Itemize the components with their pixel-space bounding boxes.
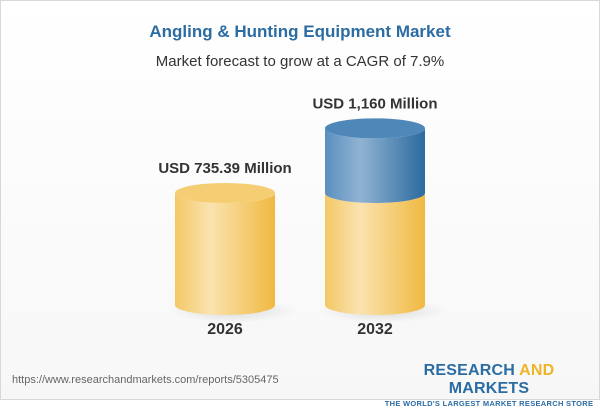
category-label-2032: 2032 <box>357 321 393 338</box>
cylinder-base-segment-2032 <box>325 193 425 315</box>
cylinder-top-2032 <box>325 118 425 139</box>
cylinder-growth-segment-2032 <box>325 128 425 203</box>
logo-text-and: AND <box>519 362 555 379</box>
data-label-2032: USD 1,160 Million <box>312 95 437 112</box>
data-label-2026: USD 735.39 Million <box>158 160 291 177</box>
chart-subtitle: Market forecast to grow at a CAGR of 7.9… <box>155 53 445 70</box>
cylinder-top-2026 <box>175 183 275 203</box>
logo-tagline: THE WORLD'S LARGEST MARKET RESEARCH STOR… <box>384 399 594 408</box>
cylinder-body-2026 <box>175 193 275 315</box>
source-url[interactable]: https://www.researchandmarkets.com/repor… <box>12 374 279 386</box>
logo-text-research: RESEARCH <box>423 362 520 379</box>
chart-title: Angling & Hunting Equipment Market <box>149 22 451 41</box>
logo-text-markets: MARKETS <box>448 380 530 397</box>
category-label-2026: 2026 <box>207 321 243 338</box>
research-and-markets-logo: RESEARCH AND MARKETS THE WORLD'S LARGEST… <box>384 362 594 408</box>
